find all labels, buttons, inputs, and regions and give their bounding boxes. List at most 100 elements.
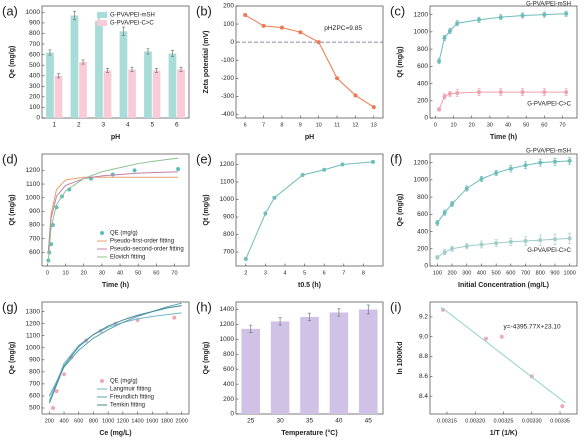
bar — [79, 62, 87, 118]
x-tick-label: 10 — [316, 122, 322, 128]
bar — [70, 15, 79, 119]
y-tick-label: 1000 — [220, 336, 235, 343]
x-axis-label: pH — [111, 134, 120, 141]
x-tick-label: 3 — [264, 270, 267, 276]
x-tick-label: 10 — [451, 122, 457, 128]
y-tick-label: 600 — [417, 63, 428, 70]
data-point — [494, 241, 499, 246]
x-tick-label: 0.00315 — [437, 418, 457, 424]
x-tick-label: 20 — [469, 122, 475, 128]
y-tick-label: 400 — [223, 381, 234, 388]
x-tick-label: 2 — [244, 270, 247, 276]
x-tick-label: 100 — [433, 270, 442, 276]
y-tick-label: 1000 — [26, 194, 41, 201]
data-point — [455, 91, 460, 96]
x-tick-label: 1200 — [117, 418, 129, 424]
y-tick-label: 0 — [36, 115, 40, 122]
x-axis-label: Initial Concentration (mg/L) — [458, 282, 549, 289]
x-axis-label: Temperature (°C) — [281, 429, 337, 437]
bar — [177, 69, 185, 118]
y-tick-label: 1200 — [220, 161, 235, 168]
x-tick-label: 600 — [506, 270, 515, 276]
x-tick-label: 800 — [89, 418, 98, 424]
x-tick-label: 0 — [46, 270, 49, 276]
series-line — [245, 161, 374, 260]
y-tick-label: -300 — [221, 93, 234, 100]
x-tick-label: 0.00335 — [550, 418, 570, 424]
data-point — [371, 159, 376, 164]
y-tick-label: 8.6 — [419, 373, 428, 380]
x-tick-label: 900 — [550, 270, 559, 276]
x-tick-label: 600 — [74, 418, 83, 424]
x-tick-label: 8 — [280, 122, 283, 128]
x-tick-label: 4 — [126, 122, 130, 129]
plot-frame — [429, 301, 578, 415]
x-tick-label: 500 — [492, 270, 501, 276]
y-tick-label: 900 — [29, 20, 40, 27]
bar — [241, 328, 260, 414]
x-tick-label: 40 — [117, 270, 123, 276]
data-point — [538, 160, 543, 165]
legend-label: Pseudo-first-order fitting — [110, 239, 174, 245]
y-tick-label: 1000 — [414, 177, 429, 184]
series-label: G-PVA/PEI-mSH — [526, 1, 571, 7]
x-tick-label: 1400 — [131, 418, 143, 424]
legend-label: G-PVA/PEI-mSH — [110, 13, 155, 19]
legend-label: G-PVA/PEI-C>C — [110, 21, 154, 27]
y-tick-label: 400 — [417, 228, 428, 235]
x-tick-label: 60 — [541, 122, 547, 128]
x-tick-label: 12 — [352, 122, 358, 128]
data-point — [477, 90, 481, 95]
legend-label: QE (mg/g) — [110, 379, 138, 385]
bar — [95, 20, 103, 119]
bar — [359, 309, 378, 414]
y-tick-label: 8.8 — [419, 353, 428, 360]
y-tick-label: 1200 — [414, 159, 429, 166]
x-tick-label: 700 — [521, 270, 530, 276]
data-point — [442, 250, 447, 255]
series-label: G-PVA/PEI-mSH — [526, 148, 571, 154]
panel-label: (f) — [390, 151, 402, 166]
y-tick-label: 800 — [223, 351, 234, 358]
data-point — [477, 17, 481, 22]
x-tick-label: 200 — [45, 418, 54, 424]
x-tick-label: 6 — [323, 270, 326, 276]
series-line — [48, 302, 182, 397]
y-tick-label: 100 — [29, 104, 40, 111]
y-tick-label: 0 — [230, 411, 234, 418]
plot-frame — [41, 5, 190, 119]
y-tick-label: 1200 — [26, 167, 41, 174]
data-point — [62, 372, 67, 377]
panel-label: (h) — [196, 299, 212, 314]
x-tick-label: 30 — [99, 270, 105, 276]
x-tick-label: 800 — [536, 270, 545, 276]
x-tick-label: 0.00330 — [522, 418, 542, 424]
data-point — [54, 389, 59, 394]
y-axis-label: Qt (mg/g) — [203, 194, 210, 225]
y-tick-label: 1000 — [220, 196, 235, 203]
plot-frame — [429, 5, 578, 119]
x-tick-label: 8 — [362, 270, 365, 276]
data-point — [243, 13, 248, 18]
x-tick-label: 7 — [342, 270, 345, 276]
y-tick-label: 1000 — [26, 344, 41, 351]
x-tick-label: 70 — [171, 270, 177, 276]
bar — [270, 321, 290, 414]
y-tick-label: 1100 — [26, 332, 40, 339]
data-point — [447, 28, 452, 33]
data-point — [523, 239, 528, 244]
y-tick-label: 1100 — [220, 179, 234, 186]
x-tick-label: 2 — [77, 122, 81, 129]
y-tick-label: 600 — [223, 366, 234, 373]
data-point — [442, 35, 447, 40]
data-point — [450, 246, 455, 251]
data-point — [435, 255, 440, 260]
panel-label: (e) — [196, 151, 212, 166]
y-tick-label: -200 — [221, 75, 234, 82]
data-point — [455, 21, 460, 26]
y-axis-label: Qe (mg/g) — [397, 194, 404, 227]
bar — [144, 51, 152, 119]
data-point — [437, 107, 442, 112]
y-tick-label: 800 — [417, 46, 428, 53]
